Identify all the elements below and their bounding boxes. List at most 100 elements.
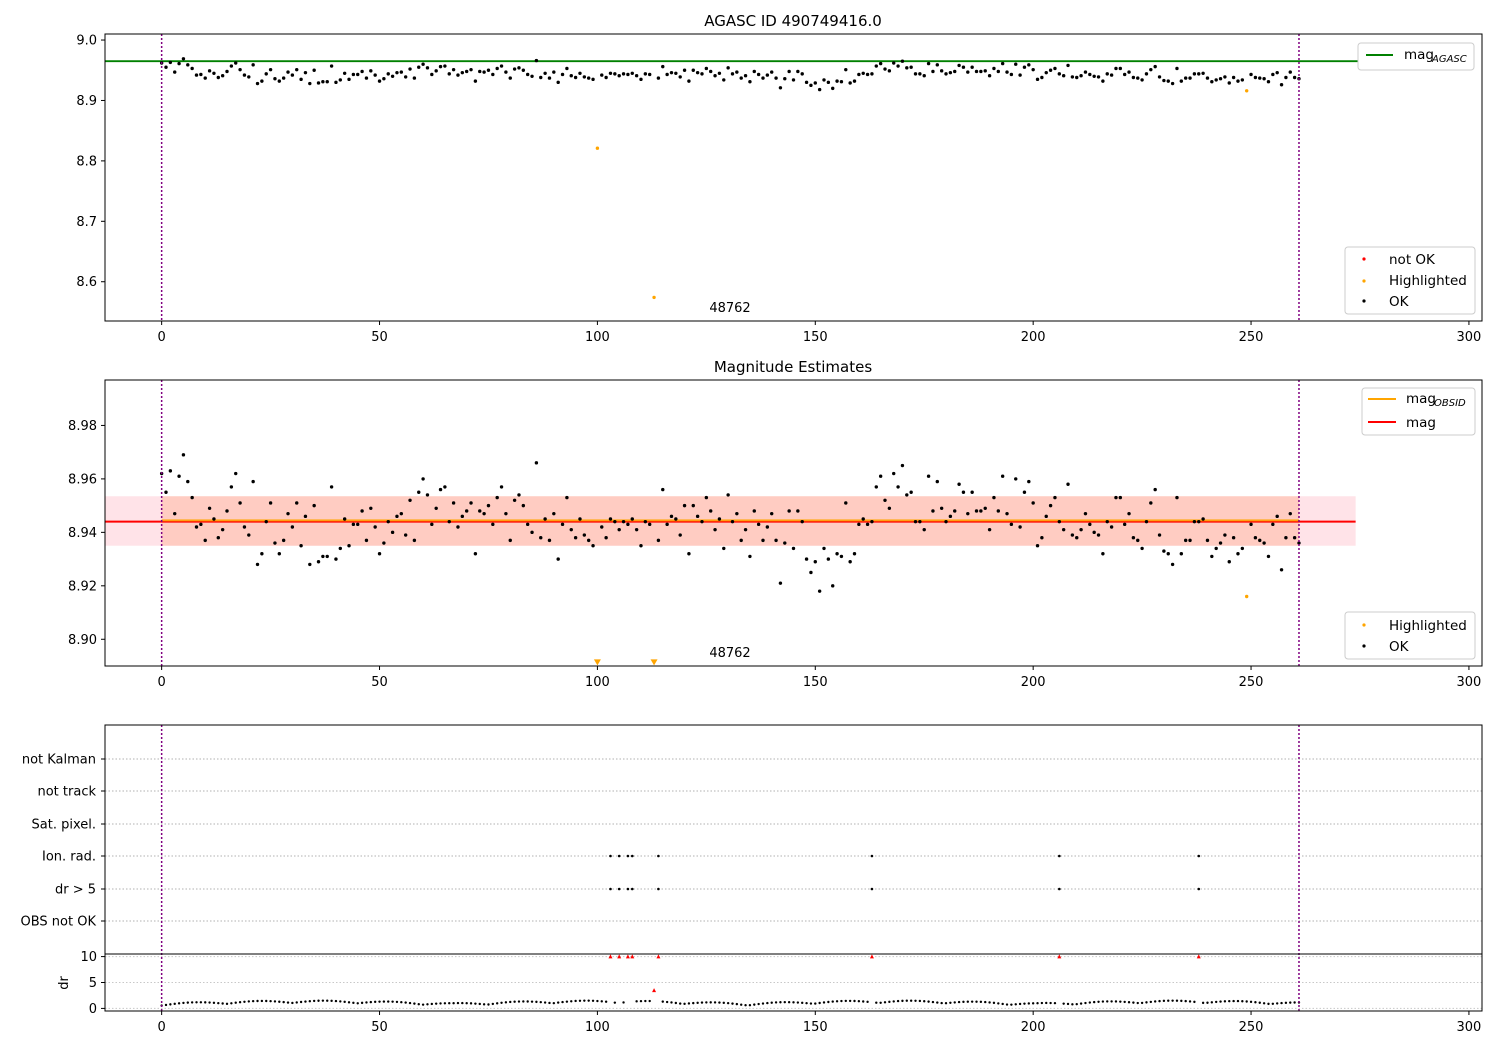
dr-ok-point <box>465 1002 468 1005</box>
ok-point <box>329 64 334 68</box>
flag-point <box>609 887 612 891</box>
ok-point <box>630 71 634 75</box>
dr-ok-point <box>822 1001 826 1004</box>
ok-point <box>608 71 613 75</box>
highlighted-point <box>652 295 656 300</box>
plot-frame <box>104 724 1483 1012</box>
ok-point <box>761 538 765 543</box>
dr-ok-point <box>857 1000 861 1003</box>
ok-point <box>1118 495 1123 500</box>
ok-point <box>926 474 931 478</box>
dr-ok-point <box>1088 1001 1092 1004</box>
dr-ok-point <box>186 1001 189 1004</box>
ok-point <box>983 69 987 73</box>
flag-point <box>626 854 630 858</box>
dr-ok-point <box>238 1001 242 1004</box>
ok-point <box>817 87 822 92</box>
dr-ok-point <box>1079 1002 1083 1005</box>
dr-ok-point <box>260 999 264 1003</box>
ok-point <box>238 67 242 72</box>
ok-point <box>238 501 242 505</box>
ok-point <box>861 517 865 521</box>
dr-ok-point <box>853 999 856 1003</box>
dr-ok-point <box>1066 1002 1070 1006</box>
ok-point <box>186 479 190 484</box>
flag-point <box>617 887 621 891</box>
dr-ok-point <box>251 999 255 1003</box>
dr-ok-point <box>1280 1001 1283 1005</box>
ok-point <box>1214 78 1218 82</box>
ok-point <box>534 58 539 63</box>
flag-row-label: not Kalman <box>22 753 96 768</box>
ok-point <box>979 509 983 513</box>
x-tick-label: 150 <box>803 675 828 690</box>
ok-point <box>791 78 796 82</box>
dr-ok-point <box>526 1000 529 1003</box>
panel-title-agasc: AGASC ID 490749416.0 <box>704 12 882 30</box>
ok-point <box>765 73 770 77</box>
ok-point <box>1144 519 1149 524</box>
dr-ok-point <box>604 1000 608 1003</box>
panel-title-magnitude: Magnitude Estimates <box>714 358 872 376</box>
ok-point <box>639 77 643 82</box>
dr-ok-point <box>992 1001 996 1005</box>
dr-ok-point <box>295 1001 298 1004</box>
ok-point <box>691 68 695 72</box>
dr-ok-point <box>474 1002 477 1005</box>
ok-point <box>194 525 199 529</box>
ok-point <box>909 65 913 69</box>
dr-ok-point <box>1180 999 1183 1003</box>
ok-point <box>1253 536 1258 540</box>
x-tick-label: 0 <box>158 330 166 345</box>
ok-point <box>351 72 356 77</box>
legend-label-mag-obsid: mag <box>1406 391 1436 407</box>
dr-ok-point <box>356 1002 359 1005</box>
dr-ok-point <box>317 999 320 1002</box>
dr-ok-point <box>173 1002 176 1006</box>
ok-point <box>207 69 212 73</box>
ok-point <box>974 509 979 513</box>
ok-point <box>896 64 900 68</box>
ok-point <box>700 519 704 524</box>
dr-ok-point <box>1123 1000 1126 1004</box>
ok-point <box>992 495 996 500</box>
ok-point <box>1140 546 1144 551</box>
ok-point <box>386 72 390 76</box>
ok-point <box>486 503 491 508</box>
x-tick-label: 100 <box>585 675 610 690</box>
y-tick-label: 5 <box>89 976 97 991</box>
ok-point <box>552 511 556 516</box>
ok-point <box>312 503 316 508</box>
ok-point <box>260 79 264 83</box>
ok-point <box>321 80 325 84</box>
ok-point <box>417 65 421 69</box>
ok-point <box>1079 527 1083 532</box>
ok-point <box>931 509 935 513</box>
flag-point <box>657 854 660 858</box>
dr-ok-point <box>1228 999 1231 1003</box>
dr-ok-point <box>1145 1001 1148 1004</box>
ok-point <box>1236 79 1240 83</box>
ok-point <box>203 76 207 80</box>
ok-point <box>983 506 987 510</box>
ok-point <box>687 552 691 556</box>
ok-point <box>234 61 238 65</box>
flag-row-label: dr > 5 <box>55 883 96 898</box>
ok-point <box>303 70 308 75</box>
ok-point <box>216 536 220 540</box>
dr-ok-point <box>208 1001 211 1004</box>
dr-ok-point <box>234 1001 237 1004</box>
dr-ok-point <box>439 1002 442 1005</box>
ok-point <box>804 80 809 85</box>
ok-point <box>900 59 905 63</box>
dr-ok-point <box>487 1003 490 1006</box>
x-tick-label: 250 <box>1239 675 1264 690</box>
y-tick-label: 9.0 <box>76 34 97 49</box>
dr-ok-point <box>1001 1002 1004 1006</box>
ok-point <box>164 490 168 494</box>
dr-ok-point <box>291 1001 294 1005</box>
ok-point <box>1114 495 1118 500</box>
ok-point <box>434 69 438 73</box>
ok-point <box>1061 73 1066 78</box>
ok-point <box>1157 533 1162 537</box>
